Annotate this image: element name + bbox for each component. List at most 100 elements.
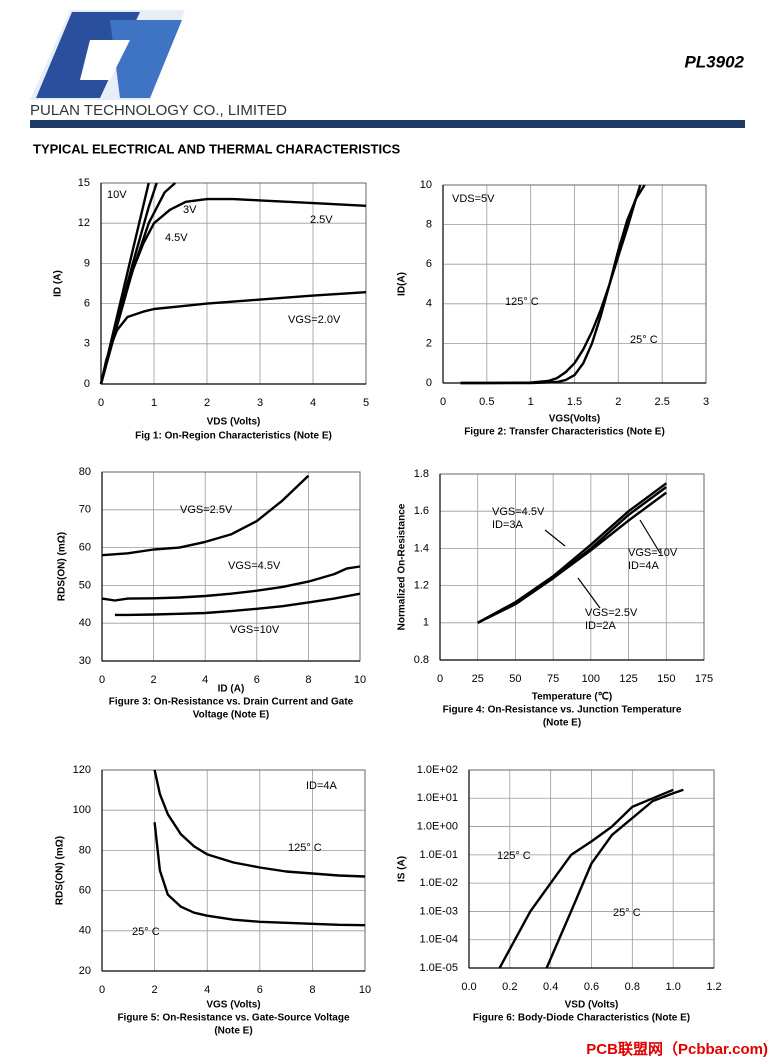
x-tick-label: 10 bbox=[354, 674, 366, 686]
x-tick-label: 2 bbox=[152, 984, 158, 996]
x-tick-label: 0 bbox=[99, 674, 105, 686]
x-tick-label: 1 bbox=[528, 396, 534, 408]
caption: Figure 3: On-Resistance vs. Drain Curren… bbox=[109, 697, 354, 708]
y-tick-label: 10 bbox=[420, 179, 432, 191]
curve bbox=[460, 184, 646, 385]
x-tick-label: 50 bbox=[509, 673, 521, 685]
pointer bbox=[577, 577, 601, 609]
y-tick-label: 30 bbox=[79, 655, 91, 667]
y-tick-label: 120 bbox=[73, 764, 91, 776]
x-tick-label: 0.8 bbox=[625, 981, 640, 993]
series-label: 10V bbox=[107, 189, 127, 201]
x-tick-label: 1 bbox=[151, 397, 157, 409]
pointer bbox=[639, 519, 661, 554]
y-tick-label: 1 bbox=[423, 617, 429, 629]
x-tick-label: 6 bbox=[254, 674, 260, 686]
series-label: 125° C bbox=[288, 842, 322, 854]
x-tick-label: 0 bbox=[98, 397, 104, 409]
y-tick-label: 1.0E-04 bbox=[419, 934, 458, 946]
annotation: ID=4A bbox=[306, 780, 338, 792]
series-label: 4.5V bbox=[165, 232, 188, 244]
caption: Figure 5: On-Resistance vs. Gate-Source … bbox=[117, 1013, 350, 1024]
y-tick-label: 6 bbox=[426, 258, 432, 270]
y-tick-label: 1.0E-01 bbox=[419, 849, 458, 861]
curve bbox=[498, 788, 674, 969]
y-axis-label: RDS(ON) (mΩ) bbox=[55, 836, 66, 905]
curve bbox=[114, 592, 361, 617]
series-condition: ID=4A bbox=[628, 560, 660, 572]
series-label: 3V bbox=[183, 204, 197, 216]
caption: Figure 6: Body-Diode Characteristics (No… bbox=[473, 1013, 690, 1024]
x-axis-label: VGS (Volts) bbox=[206, 1000, 260, 1011]
x-tick-label: 2 bbox=[151, 674, 157, 686]
series-label: 25° C bbox=[613, 907, 641, 919]
series-label: 125° C bbox=[497, 850, 531, 862]
x-tick-label: 2.5 bbox=[655, 396, 670, 408]
series-condition: ID=2A bbox=[585, 620, 617, 632]
x-axis-label: ID (A) bbox=[218, 684, 245, 695]
x-tick-label: 6 bbox=[257, 984, 263, 996]
x-tick-label: 0.6 bbox=[584, 981, 599, 993]
logo bbox=[30, 10, 185, 100]
series-label: VGS=10V bbox=[230, 624, 280, 636]
x-tick-label: 0 bbox=[437, 673, 443, 685]
x-tick-label: 2 bbox=[615, 396, 621, 408]
series-label: VGS=4.5V bbox=[228, 560, 281, 572]
curve bbox=[460, 184, 642, 385]
y-tick-label: 9 bbox=[84, 257, 90, 269]
y-tick-label: 1.6 bbox=[414, 505, 429, 517]
series-label: VGS=2.0V bbox=[288, 314, 341, 326]
curve bbox=[153, 769, 366, 878]
x-tick-label: 0.0 bbox=[461, 981, 476, 993]
y-axis-label: ID(A) bbox=[397, 272, 408, 296]
series-label: VGS=2.5V bbox=[585, 607, 638, 619]
caption: Voltage (Note E) bbox=[193, 710, 269, 721]
y-tick-label: 1.0E-02 bbox=[419, 877, 458, 889]
part-number: PL3902 bbox=[684, 52, 744, 71]
series-condition: ID=3A bbox=[492, 519, 524, 531]
curve bbox=[101, 565, 361, 602]
y-tick-label: 6 bbox=[84, 298, 90, 310]
y-tick-label: 0 bbox=[426, 377, 432, 389]
x-tick-label: 1.5 bbox=[567, 396, 582, 408]
plot-frame bbox=[439, 473, 705, 661]
x-tick-label: 0.2 bbox=[502, 981, 517, 993]
caption: Figure 4: On-Resistance vs. Junction Tem… bbox=[443, 705, 682, 716]
x-tick-label: 4 bbox=[310, 397, 316, 409]
caption: Fig 1: On-Region Characteristics (Note E… bbox=[135, 431, 332, 442]
series-label: 25° C bbox=[630, 334, 658, 346]
y-tick-label: 60 bbox=[79, 885, 91, 897]
x-tick-label: 125 bbox=[619, 673, 637, 685]
curve bbox=[99, 197, 367, 385]
curve bbox=[545, 788, 684, 969]
caption: (Note E) bbox=[214, 1026, 252, 1037]
section-title: TYPICAL ELECTRICAL AND THERMAL CHARACTER… bbox=[33, 141, 400, 156]
x-axis-label: Temperature (℃) bbox=[532, 692, 613, 703]
y-axis-label: IS (A) bbox=[397, 856, 408, 882]
curve bbox=[153, 822, 366, 927]
caption: Figure 2: Transfer Characteristics (Note… bbox=[464, 427, 665, 438]
company-name: PULAN TECHNOLOGY CO., LIMITED bbox=[30, 102, 287, 119]
y-tick-label: 2 bbox=[426, 337, 432, 349]
x-axis-label: VSD (Volts) bbox=[565, 1000, 619, 1011]
x-tick-label: 8 bbox=[305, 674, 311, 686]
y-tick-label: 0 bbox=[84, 378, 90, 390]
y-tick-label: 4 bbox=[426, 298, 432, 310]
x-tick-label: 10 bbox=[359, 984, 371, 996]
header-bar bbox=[30, 120, 745, 128]
y-tick-label: 80 bbox=[79, 844, 91, 856]
y-axis-label: Normalized On-Resistance bbox=[397, 503, 408, 630]
curve bbox=[99, 291, 367, 385]
y-tick-label: 0.8 bbox=[414, 654, 429, 666]
y-tick-label: 1.0E-05 bbox=[419, 962, 458, 974]
x-axis-label: VDS (Volts) bbox=[207, 417, 261, 428]
y-tick-label: 1.0E-03 bbox=[419, 905, 458, 917]
y-tick-label: 40 bbox=[79, 925, 91, 937]
x-tick-label: 0.5 bbox=[479, 396, 494, 408]
y-tick-label: 1.8 bbox=[414, 468, 429, 480]
plot-frame bbox=[101, 769, 366, 972]
curve bbox=[477, 486, 668, 624]
y-tick-label: 1.0E+00 bbox=[417, 820, 458, 832]
series-label: 2.5V bbox=[310, 214, 333, 226]
